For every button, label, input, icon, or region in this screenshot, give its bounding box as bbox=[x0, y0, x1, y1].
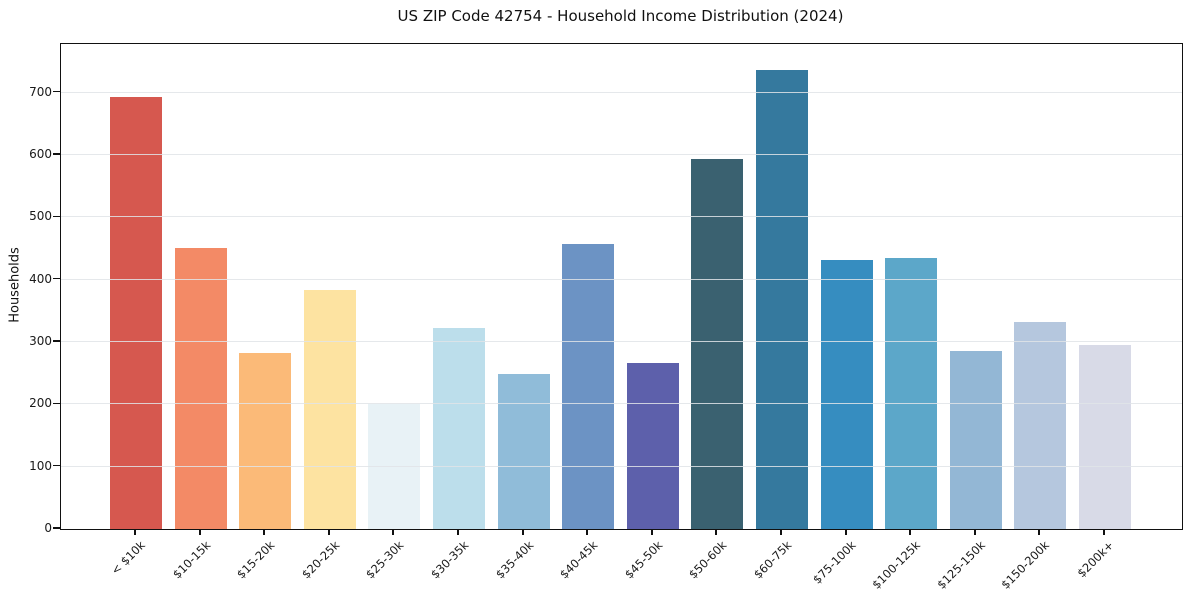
x-tick-label: $15-20k bbox=[233, 538, 277, 582]
bars-container bbox=[61, 44, 1182, 529]
y-axis-tick bbox=[53, 277, 60, 280]
bar--125-150k bbox=[949, 351, 1002, 529]
bar-slot bbox=[432, 328, 485, 529]
y-tick-label: 600 bbox=[29, 146, 52, 161]
bar--50-60k bbox=[691, 159, 744, 529]
x-axis-tick bbox=[457, 529, 459, 536]
bar--200k- bbox=[1078, 345, 1131, 529]
bar-slot bbox=[110, 97, 162, 529]
bar-slot bbox=[1014, 322, 1067, 529]
bar-slot bbox=[691, 159, 744, 529]
y-tick-label: 0 bbox=[44, 521, 52, 535]
x-tick-label: < $10k bbox=[108, 538, 148, 578]
bar--75-100k bbox=[820, 259, 873, 529]
bar-slot bbox=[497, 374, 550, 529]
plot-area bbox=[60, 43, 1183, 530]
x-axis-tick bbox=[522, 529, 524, 536]
bar--10-15k bbox=[174, 247, 227, 529]
x-axis-tick bbox=[780, 529, 782, 536]
y-axis-tick bbox=[53, 465, 60, 467]
bar--35-40k bbox=[497, 374, 550, 529]
x-axis-tick bbox=[651, 529, 653, 536]
x-axis-tick bbox=[134, 529, 136, 536]
x-tick-label: $30-35k bbox=[427, 538, 471, 582]
x-tick-label: $150-200k bbox=[998, 538, 1052, 592]
x-tick-label: $200k+ bbox=[1074, 538, 1117, 581]
bar-slot bbox=[239, 352, 292, 529]
y-axis-tick bbox=[53, 153, 60, 155]
bar--20-25k bbox=[303, 289, 356, 529]
chart-title: US ZIP Code 42754 - Household Income Dis… bbox=[397, 7, 844, 25]
y-tick-label: 300 bbox=[29, 333, 52, 348]
bar--25-30k bbox=[368, 404, 421, 529]
bar-slot bbox=[626, 362, 679, 529]
x-axis-tick bbox=[845, 529, 847, 536]
x-axis-tick bbox=[392, 529, 394, 536]
bar--30-35k bbox=[432, 328, 485, 529]
y-axis-tick bbox=[53, 527, 60, 529]
bar--150-200k bbox=[1014, 322, 1067, 529]
x-axis-tick bbox=[199, 529, 201, 536]
bar--100-125k bbox=[885, 257, 938, 529]
bar-slot bbox=[885, 257, 938, 529]
bar-slot bbox=[303, 289, 356, 529]
x-tick-label: $75-100k bbox=[810, 538, 859, 587]
x-tick-label: $60-75k bbox=[750, 538, 794, 582]
x-tick-label: $10-15k bbox=[169, 538, 213, 582]
y-tick-label: 400 bbox=[29, 271, 52, 286]
x-axis-tick bbox=[586, 529, 588, 536]
bar--40-45k bbox=[562, 244, 615, 529]
bar-slot bbox=[1078, 345, 1131, 529]
y-axis-tick bbox=[53, 215, 60, 217]
bar-slot bbox=[562, 244, 615, 529]
y-tick-label: 200 bbox=[29, 396, 52, 411]
x-tick-label: $25-30k bbox=[362, 538, 406, 582]
bar--15-20k bbox=[239, 352, 292, 529]
x-axis-tick bbox=[1103, 529, 1105, 536]
y-tick-label: 500 bbox=[29, 209, 52, 224]
y-axis-tick bbox=[53, 90, 60, 93]
bar--10k bbox=[110, 97, 162, 529]
bar-slot bbox=[755, 69, 808, 529]
x-axis-tick bbox=[974, 529, 976, 536]
bar--45-50k bbox=[626, 362, 679, 529]
y-tick-label: 700 bbox=[29, 84, 52, 99]
bar-slot bbox=[820, 259, 873, 529]
x-axis-tick bbox=[715, 529, 717, 536]
x-tick-label: $125-150k bbox=[934, 538, 988, 592]
x-tick-label: $35-40k bbox=[492, 538, 536, 582]
bar--60-75k bbox=[755, 69, 808, 529]
bar-slot bbox=[174, 247, 227, 529]
x-tick-label: $50-60k bbox=[685, 538, 729, 582]
bar-slot bbox=[949, 351, 1002, 529]
x-axis-tick bbox=[263, 529, 265, 536]
x-tick-label: $100-125k bbox=[869, 538, 923, 592]
x-axis-tick bbox=[1038, 529, 1040, 536]
y-axis-label: Households bbox=[7, 247, 23, 323]
x-tick-label: $40-45k bbox=[556, 538, 600, 582]
x-tick-label: $45-50k bbox=[621, 538, 665, 582]
y-axis-tick bbox=[53, 402, 60, 404]
y-axis-tick bbox=[53, 340, 60, 342]
bar-slot bbox=[368, 404, 421, 529]
x-tick-label: $20-25k bbox=[298, 538, 342, 582]
x-axis-tick bbox=[328, 529, 330, 536]
y-tick-label: 100 bbox=[29, 458, 52, 473]
x-axis-tick bbox=[909, 529, 911, 536]
